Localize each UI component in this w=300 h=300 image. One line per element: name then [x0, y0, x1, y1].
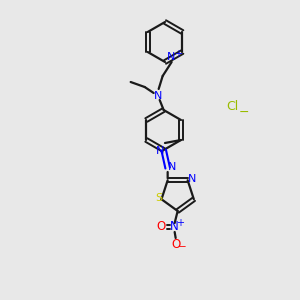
Text: N: N: [167, 52, 175, 62]
Text: −: −: [178, 242, 187, 252]
Text: −: −: [239, 106, 249, 118]
Text: N: N: [154, 91, 162, 101]
Text: +: +: [174, 49, 182, 59]
Text: N: N: [188, 174, 196, 184]
Text: +: +: [176, 218, 184, 228]
Text: N: N: [170, 220, 179, 233]
Text: N: N: [167, 162, 176, 172]
Text: O: O: [156, 220, 165, 233]
Text: O: O: [171, 238, 180, 251]
Text: S: S: [155, 193, 162, 203]
Text: Cl: Cl: [226, 100, 238, 113]
Text: N: N: [155, 146, 164, 156]
